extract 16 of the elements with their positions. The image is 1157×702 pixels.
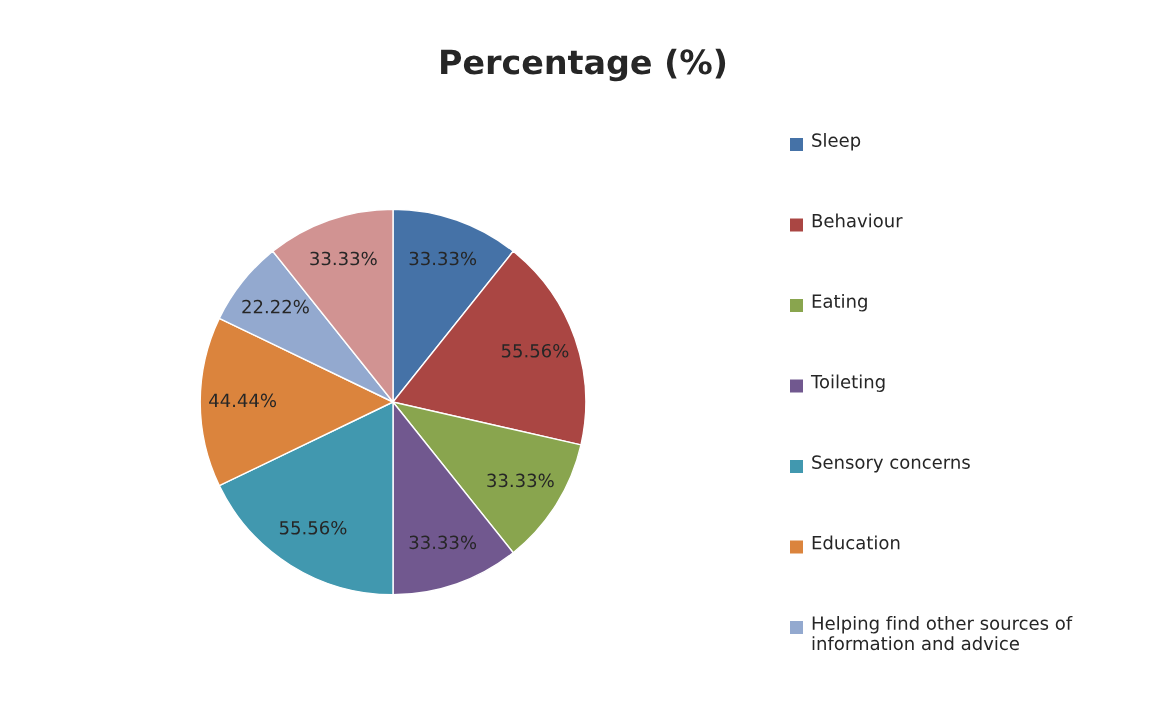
legend-label: Helping find other sources of information and advice <box>812 616 1073 651</box>
data-label: 44.44% <box>209 393 277 408</box>
chart-title: Percentage (%) <box>441 48 726 82</box>
legend-label: Eating <box>812 294 867 312</box>
data-label: 22.22% <box>242 299 309 314</box>
data-label: 55.56% <box>279 520 347 535</box>
legend-label: Sensory concerns <box>812 455 970 473</box>
data-label: 33.33% <box>409 535 477 550</box>
legend-label: Behaviour <box>812 213 903 228</box>
data-label: 33.33% <box>409 251 477 266</box>
data-label: 55.56% <box>501 343 569 358</box>
legend-label: Education <box>812 535 900 550</box>
data-label: 33.33% <box>487 473 554 488</box>
legend-label: Sleep <box>812 133 861 151</box>
legend-label: Toileting <box>810 374 885 392</box>
data-label: 33.33% <box>310 251 377 266</box>
